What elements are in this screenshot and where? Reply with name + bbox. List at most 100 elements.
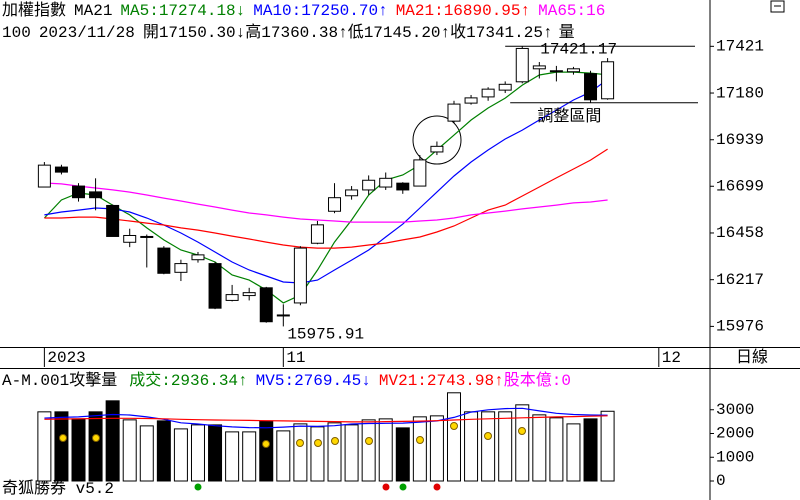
- candle-body: [72, 185, 86, 199]
- candle-body: [464, 97, 478, 104]
- y-tick-label: 1000: [716, 448, 754, 466]
- header-text: 2023/11/28: [39, 24, 135, 42]
- candle-body: [310, 224, 324, 244]
- volume-bar: [600, 410, 615, 482]
- volume-bar: [549, 417, 564, 482]
- candle-body: [362, 179, 376, 191]
- highlight-circle: [412, 115, 462, 165]
- header-text: A-M.001攻擊量: [2, 371, 117, 390]
- y-tick-label: 17421: [716, 38, 764, 56]
- y-tick-label: 16217: [716, 271, 764, 289]
- header-text: 成交:2936.34: [129, 371, 238, 390]
- volume-bar: [139, 425, 154, 482]
- x-tick-label: 11: [286, 349, 305, 367]
- header-text: 高17360.38: [245, 23, 338, 42]
- signal-dot: [416, 436, 424, 444]
- candle-body: [379, 177, 393, 188]
- ma-line: [44, 148, 608, 249]
- candle-body: [396, 182, 410, 191]
- volume-bar: [429, 415, 444, 482]
- header-text: ↑: [238, 372, 248, 390]
- volume-bar: [54, 411, 69, 482]
- y-tick-label: 16939: [716, 131, 764, 149]
- header-text: ↓: [361, 372, 371, 390]
- volume-bar: [515, 404, 530, 482]
- header-text: 開17150.30: [143, 24, 236, 42]
- candle-body: [549, 70, 563, 73]
- header-text: ↓: [236, 2, 246, 20]
- signal-dot: [484, 432, 492, 440]
- header-text: MA21: [74, 2, 112, 20]
- candle-body: [276, 314, 290, 317]
- volume-bar: [412, 416, 427, 482]
- candle-body: [447, 103, 461, 122]
- annotation: 17421.17: [540, 41, 617, 59]
- signal-dot: [331, 437, 339, 445]
- header-text: MA10:17250.70: [253, 2, 378, 20]
- volume-bar: [37, 411, 52, 482]
- volume-bar: [395, 427, 410, 482]
- volume-bar: [225, 431, 240, 482]
- candle-body: [498, 83, 512, 91]
- footer: 奇狐勝券 v5.2: [2, 479, 114, 498]
- candle-body: [225, 294, 239, 301]
- signal-dot: [365, 437, 373, 445]
- candle-body: [140, 235, 154, 238]
- header-text: 低17145.20: [348, 23, 441, 42]
- annotation: 15975.91: [287, 326, 364, 344]
- signal-dot: [59, 434, 67, 442]
- header-text: ↓: [236, 24, 246, 42]
- volume-bar: [498, 411, 513, 482]
- volume-bar: [464, 411, 479, 482]
- header-text: MV5:2769.45: [256, 372, 362, 390]
- y-tick-label: 16458: [716, 224, 764, 242]
- signal-dot: [262, 440, 270, 448]
- candle-body: [106, 204, 120, 237]
- candle-body: [584, 73, 598, 101]
- volume-bar: [259, 420, 274, 482]
- volume-bar: [566, 423, 581, 482]
- header-text: ↑: [543, 24, 553, 42]
- volume-bar: [156, 420, 171, 482]
- candle-body: [242, 292, 256, 297]
- header-text: ↑: [378, 2, 388, 20]
- header-text: ↑: [338, 24, 348, 42]
- y-tick-label: 16699: [716, 177, 764, 195]
- header-text: 加權指數: [2, 1, 66, 20]
- candle-body: [601, 61, 615, 100]
- ma-line: [44, 78, 608, 284]
- x-tick-label: 2023: [47, 349, 85, 367]
- ma-line: [44, 182, 608, 223]
- signal-dot: [296, 439, 304, 447]
- volume-bar: [583, 418, 598, 482]
- candle-body: [259, 287, 273, 323]
- volume-bar: [71, 418, 86, 482]
- y-tick-label: 15976: [716, 318, 764, 336]
- header-text: ↑: [441, 24, 451, 42]
- ma-line: [44, 415, 608, 423]
- volume-bar: [310, 426, 325, 482]
- candle-body: [157, 247, 171, 274]
- header-text: 量: [559, 24, 575, 42]
- candle-body: [89, 191, 103, 199]
- header-text: MA21:16890.95: [396, 2, 521, 20]
- volume-bar: [327, 422, 342, 482]
- candle-body: [208, 263, 222, 309]
- signal-dot: [433, 483, 441, 491]
- x-tick-label: 12: [662, 349, 681, 367]
- annotation: 調整區間: [537, 107, 601, 126]
- header-text: 收17341.25: [450, 23, 543, 42]
- volume-bar: [361, 419, 376, 482]
- volume-bar: [105, 400, 120, 482]
- volume-bar: [378, 418, 393, 482]
- volume-bar: [190, 424, 205, 482]
- signal-dot: [518, 427, 526, 435]
- signal-dot: [92, 434, 100, 442]
- volume-bar: [293, 423, 308, 482]
- y-tick-label: 0: [716, 472, 726, 490]
- ma-line: [43, 71, 608, 304]
- quote-header: 100 2023/11/28 開17150.30↓高17360.38↑低17145.…: [2, 23, 575, 42]
- ma-line: [44, 407, 608, 429]
- candle-body: [174, 263, 188, 273]
